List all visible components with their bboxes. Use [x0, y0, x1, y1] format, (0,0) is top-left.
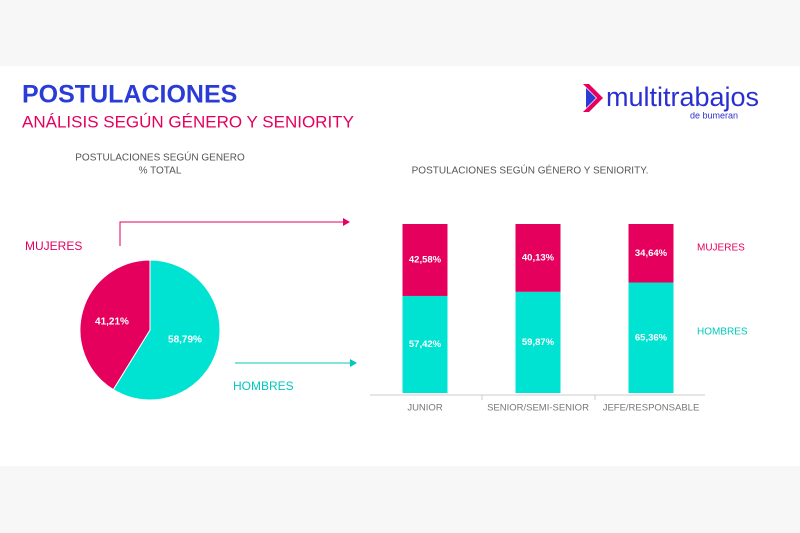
legend-label: HOMBRES	[697, 327, 748, 338]
logo-tagline: de bumeran	[690, 110, 738, 120]
bar-segment	[628, 282, 674, 393]
pie-title: POSTULACIONES SEGÚN GENERO	[75, 151, 245, 164]
legend-label: MUJERES	[697, 243, 745, 254]
pie-value-label: 58,79%	[168, 335, 202, 346]
bar-value-label: 34,64%	[635, 248, 668, 259]
subtitle: ANÁLISIS SEGÚN GÉNERO Y SENIORITY	[22, 112, 354, 131]
bar-value-label: 42,58%	[409, 254, 442, 265]
x-tick-label: JUNIOR	[407, 403, 443, 414]
logo-chevron	[583, 84, 603, 112]
bar-segment	[515, 291, 561, 393]
bar-segment	[402, 295, 448, 393]
bar-value-label: 59,87%	[522, 337, 555, 348]
logo-chevron-inner	[586, 88, 596, 108]
bar-segment	[515, 224, 561, 292]
pie-subtitle: % TOTAL	[139, 166, 182, 177]
title: POSTULACIONES	[22, 81, 237, 109]
pie-legend-label: MUJERES	[25, 239, 82, 253]
pie-value-label: 41,21%	[95, 317, 129, 328]
arrow-head	[350, 359, 357, 367]
x-tick-label: JEFE/RESPONSABLE	[603, 403, 700, 414]
bar-title: POSTULACIONES SEGÚN GÉNERO Y SENIORITY.	[412, 164, 649, 177]
x-tick-label: SENIOR/SEMI-SENIOR	[487, 403, 589, 414]
bar-value-label: 57,42%	[409, 339, 442, 350]
pie-legend-label: HOMBRES	[233, 379, 294, 393]
bar-value-label: 40,13%	[522, 252, 555, 263]
logo-name: multitrabajos	[606, 82, 759, 112]
bar-segment	[628, 224, 674, 283]
marks: 58,79% 41,21% MUJERES HOMBRES JUNIOR 57,42% 42…	[25, 224, 748, 414]
pie-slice	[79, 259, 151, 391]
bar-value-label: 65,36%	[635, 332, 668, 343]
arrow-mujeres	[119, 221, 343, 246]
bar-segment	[402, 224, 448, 296]
arrow-head	[343, 218, 350, 226]
pie-slice	[112, 259, 221, 401]
